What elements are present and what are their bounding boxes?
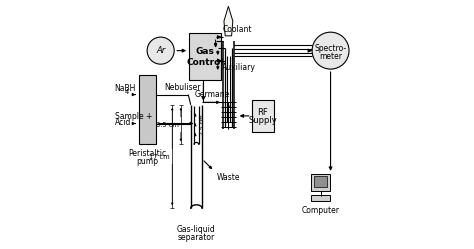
Text: Auxiliary: Auxiliary <box>222 63 256 72</box>
Bar <box>252 100 274 132</box>
Text: 4: 4 <box>125 89 129 95</box>
Text: 17 cm: 17 cm <box>149 154 170 160</box>
Text: Acid: Acid <box>115 118 131 127</box>
Text: Peristaltic: Peristaltic <box>128 149 166 158</box>
Bar <box>138 75 156 144</box>
Text: Waste: Waste <box>217 173 240 182</box>
Circle shape <box>312 32 349 69</box>
Text: Nebuliser: Nebuliser <box>164 83 201 92</box>
Bar <box>189 33 221 80</box>
Text: 8.5 cm: 8.5 cm <box>155 122 178 127</box>
Bar <box>311 174 330 191</box>
Text: Ar: Ar <box>156 46 165 55</box>
Text: Sample +: Sample + <box>115 112 152 121</box>
Bar <box>311 195 330 201</box>
Text: Computer: Computer <box>302 206 340 215</box>
Text: Coolant: Coolant <box>222 25 252 34</box>
Text: NaBH: NaBH <box>115 84 136 93</box>
Text: meter: meter <box>319 52 342 61</box>
Bar <box>314 176 328 187</box>
Circle shape <box>147 37 174 64</box>
Text: separator: separator <box>178 233 215 242</box>
Polygon shape <box>224 6 233 36</box>
Text: Gas-liquid: Gas-liquid <box>177 225 216 235</box>
Text: Spectro-: Spectro- <box>315 44 346 53</box>
Text: Supply: Supply <box>248 116 277 125</box>
Text: Germane: Germane <box>195 90 230 99</box>
Text: Control: Control <box>186 59 224 67</box>
Text: RF: RF <box>257 108 268 117</box>
Text: Gas: Gas <box>196 47 214 56</box>
Text: pump: pump <box>136 157 158 166</box>
Text: 2.5 cm: 2.5 cm <box>200 114 205 135</box>
